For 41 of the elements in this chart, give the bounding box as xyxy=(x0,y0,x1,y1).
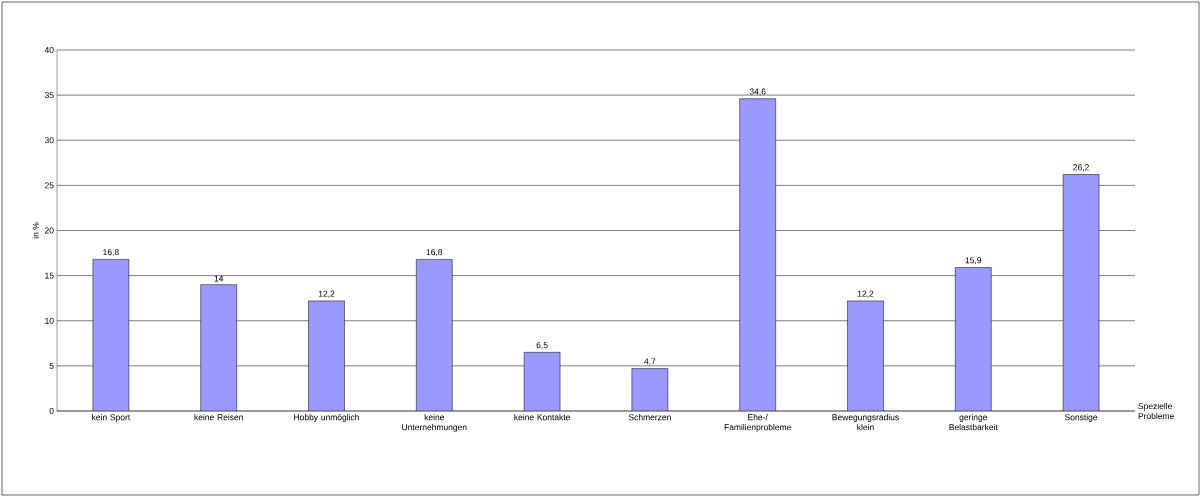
bar xyxy=(631,368,669,411)
data-label: 16,8 xyxy=(426,249,443,257)
bar xyxy=(739,98,776,411)
y-tick-label: 35 xyxy=(44,92,54,99)
bar xyxy=(416,259,453,411)
bar xyxy=(523,352,561,411)
y-tick-label: 25 xyxy=(44,182,54,189)
y-tick-label: 30 xyxy=(44,137,54,144)
data-label: 12,2 xyxy=(857,290,874,298)
bar xyxy=(200,284,237,411)
x-tick-label: keine Unternehmungen xyxy=(402,414,467,432)
data-label: 6,5 xyxy=(536,342,548,350)
x-tick-label: Sonstige xyxy=(1064,414,1098,422)
y-tick-label: 0 xyxy=(49,408,54,414)
x-tick-label: Hobby unmöglich xyxy=(294,414,359,422)
y-tick-label: 20 xyxy=(44,227,54,234)
y-tick-label: 15 xyxy=(45,272,54,279)
x-tick-label: Schmerzen xyxy=(628,414,671,421)
x-tick-label: Ehe-/ Familienprobleme xyxy=(724,414,791,432)
bar xyxy=(308,300,345,411)
data-label: 4,7 xyxy=(644,358,656,366)
x-tick-label: keine Kontakte xyxy=(514,414,570,421)
x-axis-title: Spezielle Probleme xyxy=(1138,402,1174,420)
bar xyxy=(1062,174,1100,411)
y-tick-label: 40 xyxy=(44,47,54,53)
y-tick-label: 10 xyxy=(45,317,54,324)
x-tick-label: Bewegungsradius klein xyxy=(832,414,899,431)
data-label: 26,2 xyxy=(1073,164,1089,172)
bar xyxy=(847,300,884,411)
data-label: 34,6 xyxy=(749,88,766,96)
data-label: 15,9 xyxy=(965,257,982,265)
y-tick-label: 5 xyxy=(49,362,54,369)
y-axis-title: in % xyxy=(32,222,39,239)
data-label: 14 xyxy=(214,275,224,282)
data-label: 12,2 xyxy=(318,290,335,298)
x-tick-label: keine Reisen xyxy=(194,414,243,421)
x-tick-label: kein Sport xyxy=(92,414,131,422)
data-label: 16,8 xyxy=(103,249,119,257)
bar xyxy=(955,267,992,411)
bar xyxy=(92,259,130,411)
x-tick-label: geringe Belastbarkeit xyxy=(949,414,998,431)
